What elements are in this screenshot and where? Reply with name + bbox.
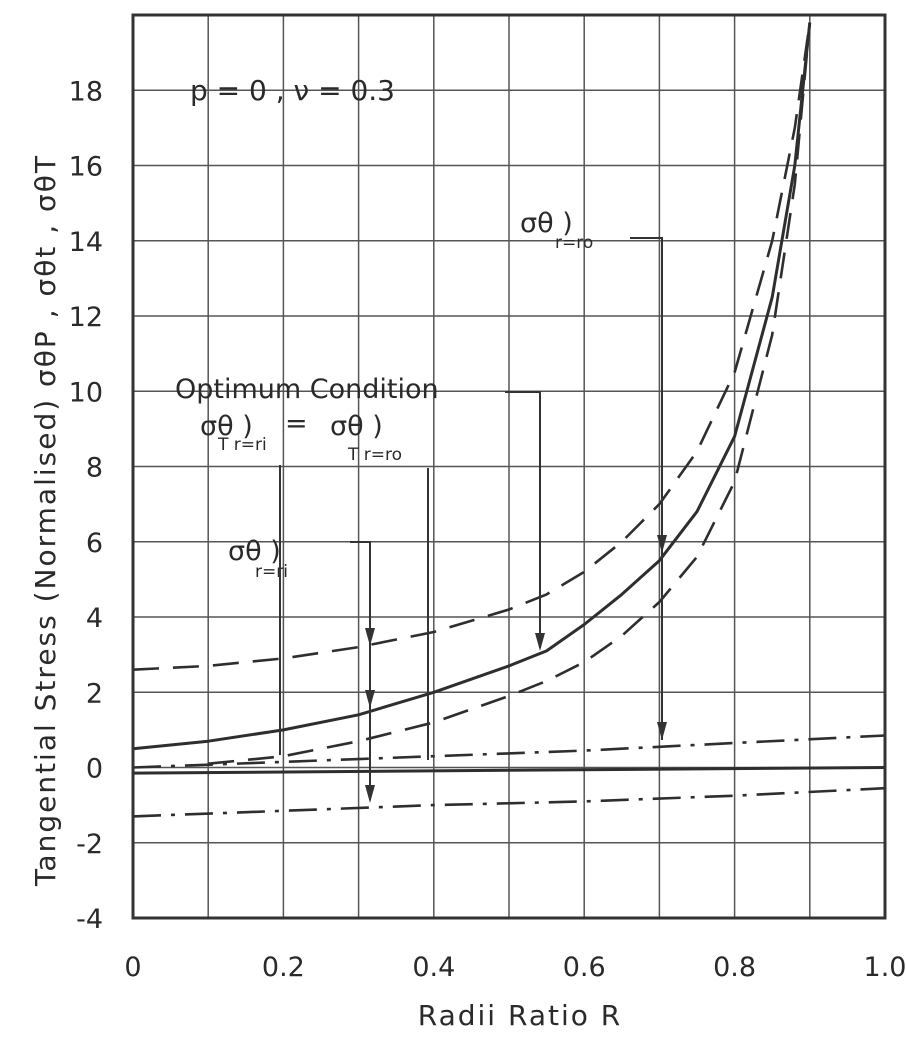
y-tick-label: 18 bbox=[69, 76, 103, 107]
arrowhead-ri-2 bbox=[365, 690, 375, 708]
x-tick-label: 0 bbox=[124, 952, 141, 983]
x-tick-label: 0.4 bbox=[412, 952, 455, 983]
optimum-eq-left: σθ ) bbox=[200, 411, 253, 442]
x-tick-label: 1.0 bbox=[864, 952, 906, 983]
leader-optimum bbox=[505, 391, 541, 648]
series-line-4 bbox=[132, 734, 886, 769]
optimum-eq-left-sub: T r=ri bbox=[217, 435, 267, 455]
y-tick-label: -4 bbox=[76, 904, 103, 935]
optimum-eq-mid: = bbox=[285, 408, 308, 439]
sigma-ri-label: σθ ) bbox=[228, 536, 281, 567]
y-tick-label: 8 bbox=[86, 453, 103, 484]
series-line-1 bbox=[132, 22, 812, 751]
series-line-5 bbox=[132, 766, 886, 775]
series-line-3 bbox=[208, 22, 812, 765]
series-layer bbox=[132, 22, 886, 818]
y-tick-label: 0 bbox=[86, 754, 103, 785]
tick-labels: 0 0.2 0.4 0.6 0.8 1.0 -4 -2 0 2 4 6 8 10 12 14 16 18 bbox=[69, 76, 906, 983]
grid bbox=[133, 15, 886, 918]
y-axis-label: Tangential Stress (Normalised) σθP , σθt… bbox=[29, 154, 62, 887]
optimum-eq-right-sub: T r=ro bbox=[347, 445, 402, 465]
y-tick-label: 2 bbox=[86, 678, 103, 709]
sigma-ri-sub: r=ri bbox=[255, 562, 288, 582]
params-annotation: p = 0 , ν = 0.3 bbox=[190, 74, 395, 107]
sigma-ro-sub: r=ro bbox=[555, 233, 593, 253]
x-tick-label: 0.6 bbox=[563, 952, 606, 983]
x-axis-label: Radii Ratio R bbox=[418, 999, 622, 1032]
arrowhead-ro-2 bbox=[657, 722, 667, 740]
y-tick-label: -2 bbox=[76, 829, 103, 860]
arrowhead-optimum bbox=[535, 633, 545, 651]
arrowhead-ro-1 bbox=[657, 535, 667, 553]
arrow-heads bbox=[365, 535, 667, 803]
y-tick-label: 6 bbox=[86, 528, 103, 559]
sigma-ro-label: σθ ) bbox=[520, 208, 573, 239]
optimum-eq-right: σθ ) bbox=[330, 411, 383, 442]
y-tick-label: 14 bbox=[69, 227, 103, 258]
leader-sigma-ri bbox=[350, 541, 371, 800]
y-tick-label: 16 bbox=[69, 152, 103, 183]
series-line-2 bbox=[132, 22, 812, 671]
leader-sigma-ro bbox=[630, 237, 663, 740]
series-line-6 bbox=[132, 786, 886, 818]
leader-lines bbox=[279, 237, 663, 800]
arrowhead-ri-1 bbox=[365, 628, 375, 646]
optimum-label: Optimum Condition bbox=[175, 374, 439, 405]
arrowhead-ri-3 bbox=[365, 785, 375, 803]
plot-frame bbox=[131, 13, 887, 920]
y-tick-label: 12 bbox=[69, 302, 103, 333]
x-tick-label: 0.8 bbox=[713, 952, 756, 983]
y-tick-label: 4 bbox=[86, 603, 103, 634]
x-tick-label: 0.2 bbox=[262, 952, 305, 983]
y-tick-label: 10 bbox=[69, 377, 103, 408]
